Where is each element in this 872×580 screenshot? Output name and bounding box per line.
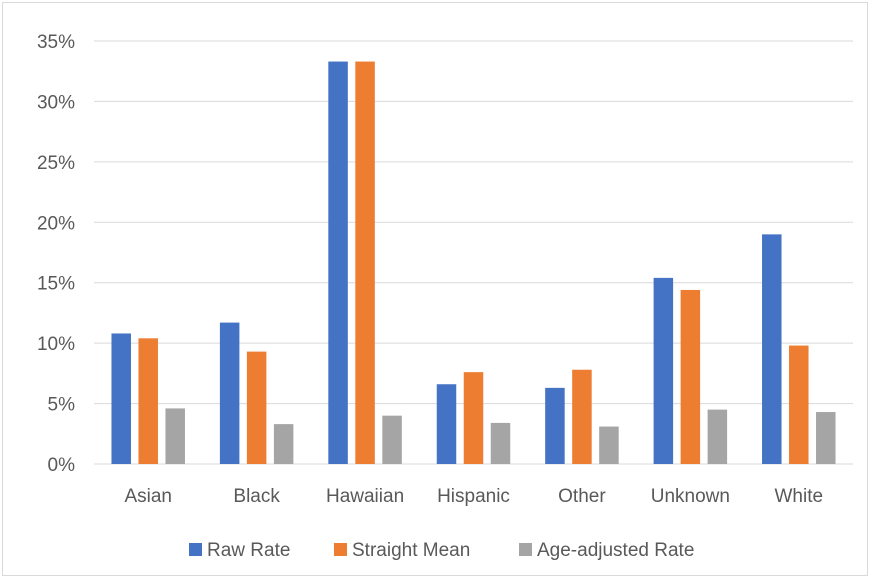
y-tick-label: 35% [37,32,75,53]
bar-black-raw-rate [219,322,240,464]
y-tick-label: 30% [37,92,75,113]
bar-hawaiian-age-adjusted-rate [382,415,402,464]
bar-asian-raw-rate [111,333,131,464]
bar-hawaiian-straight-mean [355,61,375,464]
bar-hispanic-age-adjusted-rate [490,422,511,464]
y-tick-label: 10% [37,334,75,355]
bar-asian-straight-mean [138,338,158,464]
bar-hispanic-raw-rate [436,384,457,464]
bar-black-straight-mean [246,351,267,464]
bars [111,61,836,464]
bar-other-age-adjusted-rate [599,426,619,464]
x-category-label: White [774,486,823,507]
bar-asian-age-adjusted-rate [165,408,185,464]
bar-white-straight-mean [789,345,809,464]
y-tick-label: 20% [37,213,75,234]
bar-white-age-adjusted-rate [816,412,836,464]
y-tick-label: 15% [37,274,75,295]
bar-unknown-straight-mean [680,289,701,464]
legend-label: Raw Rate [207,540,290,561]
x-axis-category-labels: Asian Black Hawaiian Hispanic Other Unknown Wh… [124,486,823,507]
legend-label: Straight Mean [352,540,470,561]
y-axis-tick-labels: 0% 5% 10% 15% 20% 25% 30% 35% [37,32,75,476]
bar-other-straight-mean [572,369,592,464]
y-tick-label: 5% [48,395,76,416]
bar-chart: 0% 5% 10% 15% 20% 25% 30% 35% Asian Black Hawaiia… [37,32,853,561]
bar-other-raw-rate [545,387,565,464]
bar-unknown-age-adjusted-rate [707,409,728,464]
legend-label: Age-adjusted Rate [537,540,694,561]
x-category-label: Hawaiian [326,486,404,507]
bar-hispanic-straight-mean [463,372,484,464]
bar-hawaiian-raw-rate [328,61,348,464]
x-category-label: Asian [124,486,172,507]
x-category-label: Other [558,486,606,507]
legend-swatch [519,543,532,556]
x-category-label: Black [233,486,280,507]
bar-black-age-adjusted-rate [273,424,294,464]
x-category-label: Hispanic [437,486,510,507]
x-category-label: Unknown [651,486,730,507]
bar-unknown-raw-rate [653,277,674,464]
legend-swatch [189,543,202,556]
legend-swatch [334,543,347,556]
y-tick-label: 0% [48,455,76,476]
bar-white-raw-rate [762,234,782,464]
y-tick-label: 25% [37,153,75,174]
legend: Raw Rate Straight Mean Age-adjusted Rate [189,540,694,561]
